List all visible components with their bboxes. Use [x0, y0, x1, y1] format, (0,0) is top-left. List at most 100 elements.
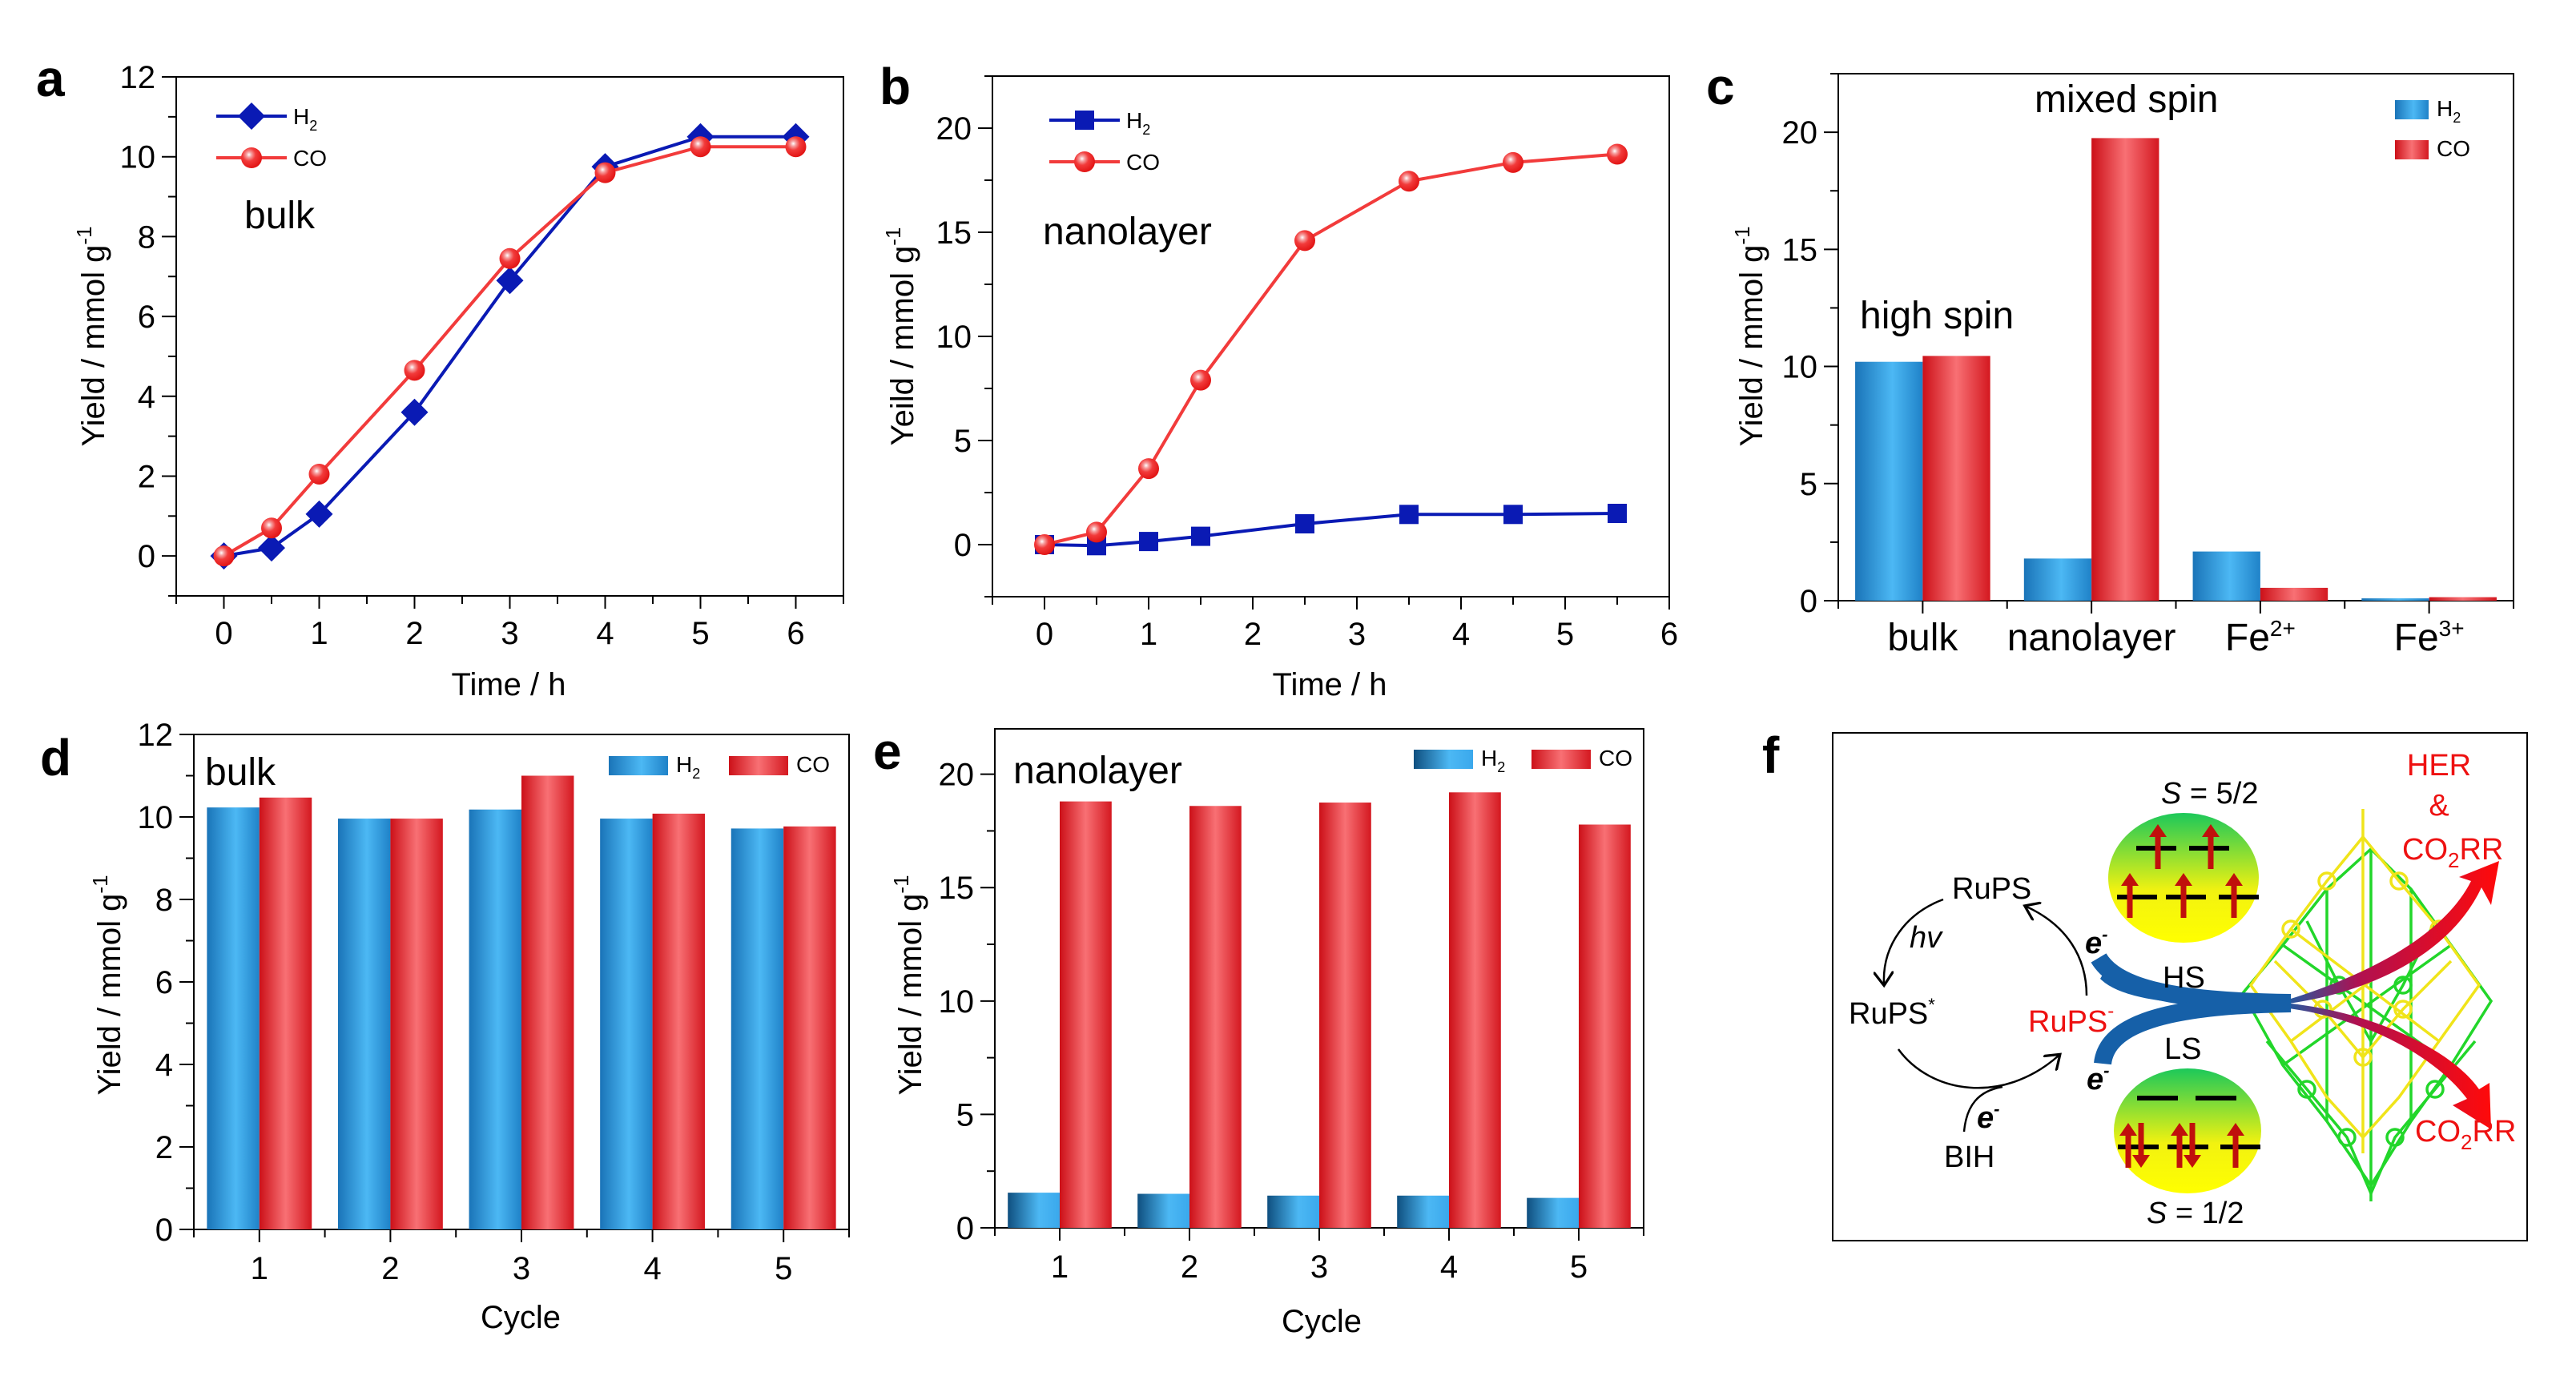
- x-tick-label-e: 4: [1440, 1249, 1458, 1285]
- y-tick-label-d: 4: [155, 1048, 173, 1083]
- legend-swatch-co: [729, 756, 788, 775]
- annotation-bulk-d: bulk: [205, 751, 276, 794]
- legend-e: H2 CO: [1414, 746, 1632, 775]
- legend-label-main: CO: [1599, 746, 1632, 770]
- x-tick-label-main: Fe: [2225, 617, 2270, 659]
- x-tick-label-c: Fe3+: [2394, 616, 2465, 659]
- rups-star-main: RuPS: [1849, 997, 1928, 1031]
- legend-label-sub: 2: [2453, 110, 2461, 126]
- y-tick-label-d: 6: [155, 965, 173, 1000]
- legend-label-main: CO: [1126, 150, 1160, 175]
- y-tick-label-e: 20: [939, 758, 975, 793]
- x-tick-label-c: Fe2+: [2225, 616, 2296, 659]
- ls-s-symbol: S: [2147, 1197, 2167, 1230]
- legend-marker-co: [241, 147, 262, 168]
- bar-co: [1319, 803, 1371, 1228]
- y-tick-label-a: 10: [120, 140, 156, 175]
- x-axis-title-d: Cycle: [481, 1300, 561, 1335]
- y-ticks-d: 0 2 4 6 8 10 12: [138, 718, 194, 1248]
- bar-co: [2429, 597, 2497, 601]
- high-spin-label: S = 5/2: [2161, 777, 2259, 811]
- data-point-h2: [1608, 504, 1627, 523]
- legend-label-co: CO: [2437, 136, 2470, 161]
- y-ticks-e: 0 5 10 15 20: [939, 758, 995, 1246]
- x-tick-label-c: nanolayer: [2007, 617, 2176, 659]
- y-tick-label-b: 15: [936, 215, 972, 251]
- x-tick-label-b: 1: [1140, 617, 1157, 652]
- legend-swatch-co: [2395, 140, 2429, 159]
- y-axis-title-text-c: Yield / mmol g: [1734, 245, 1769, 447]
- panel-letter-f: f: [1762, 726, 1780, 784]
- bar-co: [783, 826, 836, 1229]
- legend-label-sub: 2: [1142, 122, 1150, 138]
- her-co2rr-arrow-icon: [2283, 861, 2499, 1004]
- y-tick-label-a: 6: [138, 300, 155, 335]
- plot-frame-a: [175, 76, 844, 597]
- y-ticks-a: 0 2 4 6 8 10 12: [120, 60, 176, 597]
- legend-label-main: H: [1126, 108, 1142, 133]
- legend-label-main: H: [2437, 96, 2453, 121]
- bars-e: [1008, 792, 1631, 1228]
- x-ticks-a: 0 1 2 3 4 5 6: [175, 596, 844, 651]
- electron-flow-ls-arc-icon: [2094, 995, 2292, 1065]
- bar-co: [1579, 824, 1631, 1228]
- y-tick-label-c: 15: [1782, 232, 1818, 268]
- panel-letter-c: c: [1706, 58, 1735, 115]
- series-line-h2: [1044, 512, 1618, 548]
- data-point-h2: [305, 500, 333, 528]
- hs-branch-label: HS: [2163, 961, 2205, 995]
- bar-co: [1060, 801, 1112, 1228]
- x-tick-label-sup: 3+: [2439, 616, 2465, 641]
- x-tick-label-a: 6: [787, 616, 804, 651]
- bar-co: [652, 813, 706, 1229]
- low-spin-label: S = 1/2: [2147, 1197, 2244, 1230]
- data-point-co: [1399, 171, 1419, 192]
- y-tick-label-e: 10: [939, 984, 975, 1020]
- x-tick-label-d: 2: [381, 1251, 399, 1286]
- bar-co: [521, 775, 574, 1229]
- legend-label-main: H: [676, 752, 692, 777]
- x-tick-label-d: 3: [513, 1251, 530, 1286]
- data-point-co: [261, 517, 282, 539]
- bar-h2: [1008, 1193, 1060, 1228]
- legend-label-h2: H2: [676, 752, 700, 782]
- panel-e: e 0 5 10 15 20 1 2 3 4 5 nanolayer Cycle Yield /…: [873, 722, 1644, 1339]
- ls-spin-arrows: [2119, 1123, 2244, 1168]
- low-spin-state: [2114, 1068, 2261, 1193]
- x-tick-label-a: 4: [596, 616, 614, 651]
- x-tick-label-e: 2: [1181, 1249, 1198, 1285]
- y-axis-title-d: Yield / mmol g-1: [88, 875, 127, 1095]
- panel-b: b 0 5 10 15 20 0 1 2 3 4 5 6 nanolayer Time / h Ye…: [879, 58, 1678, 702]
- annotation-nanolayer-e: nanolayer: [1013, 750, 1182, 792]
- bar-co: [259, 797, 312, 1229]
- spin-up-arrow-icon-head: [2121, 873, 2139, 886]
- bih-label: BIH: [1944, 1141, 1994, 1174]
- legend-label-h2: H2: [1481, 746, 1505, 775]
- data-point-h2: [1139, 532, 1158, 552]
- rups-star-sup: *: [1928, 995, 1935, 1015]
- electron-label-hs: e-: [2085, 924, 2107, 960]
- co2rr-top-main: CO: [2402, 833, 2448, 867]
- x-ticks-b: 0 1 2 3 4 5 6: [992, 597, 1678, 652]
- data-point-co: [1503, 151, 1523, 173]
- legend-label-h2: H2: [1126, 108, 1150, 138]
- bar-h2: [469, 809, 521, 1229]
- ampersand-label: &: [2429, 789, 2449, 823]
- legend-label-main: CO: [2437, 136, 2470, 161]
- y-tick-label-c: 0: [1800, 584, 1817, 619]
- legend-c: H2 CO: [2395, 96, 2470, 161]
- electron-e-2: e: [2085, 927, 2102, 960]
- y-tick-label-b: 5: [954, 424, 972, 459]
- x-axis-title-e: Cycle: [1282, 1304, 1362, 1339]
- legend-label-main: H: [293, 104, 309, 129]
- bar-h2: [1855, 361, 1923, 601]
- data-point-h2: [1191, 526, 1210, 546]
- legend-label-h2: H2: [2437, 96, 2461, 126]
- rups-minus-main: RuPS: [2028, 1005, 2107, 1039]
- x-tick-label-main: nanolayer: [2007, 617, 2176, 659]
- series-line-co: [1044, 152, 1618, 546]
- legend-d: H2 CO: [609, 752, 830, 782]
- spin-up-arrow-icon-head: [2119, 1123, 2137, 1136]
